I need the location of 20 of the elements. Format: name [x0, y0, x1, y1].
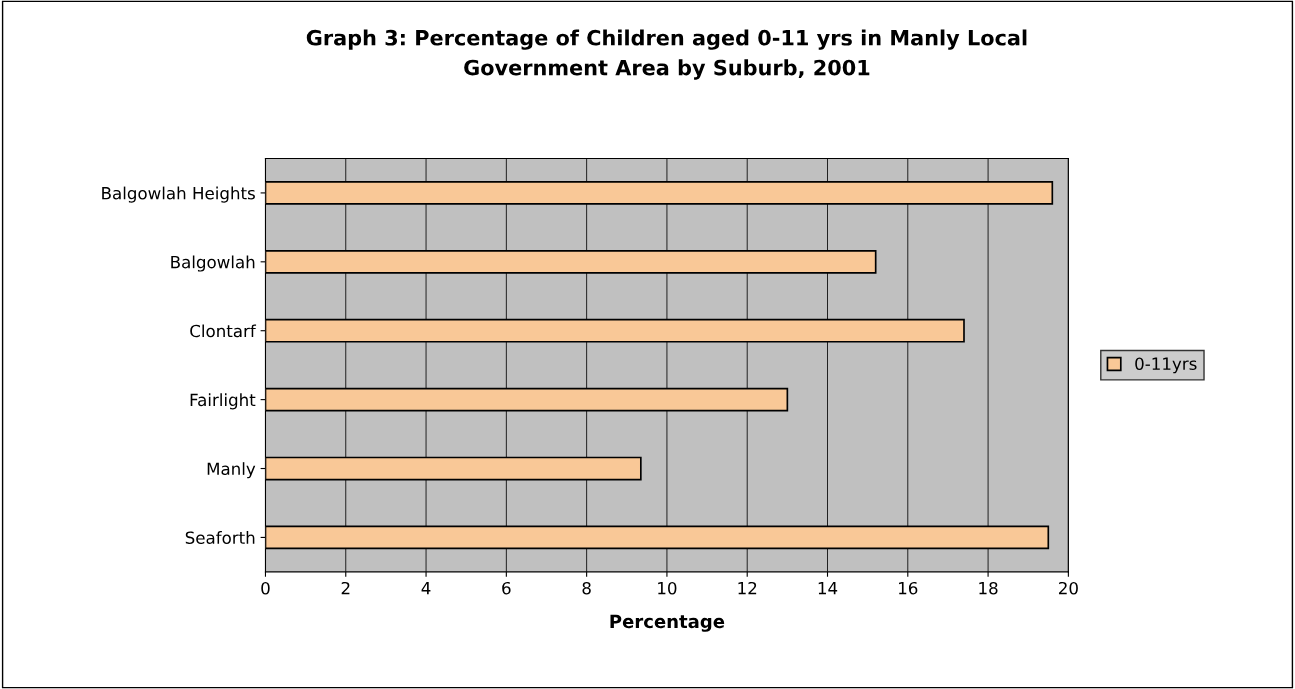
x-tick-label: 20 — [1058, 581, 1078, 595]
legend-label: 0-11yrs — [1135, 357, 1197, 374]
x-axis-title: Percentage — [610, 614, 725, 632]
x-tick-label: 6 — [502, 581, 511, 595]
y-tick-label: Balgowlah Heights — [102, 186, 255, 203]
x-tick-label: 18 — [979, 581, 998, 595]
x-tick-label: 12 — [738, 581, 757, 595]
y-tick-label: Fairlight — [190, 393, 256, 410]
x-tick-label: 4 — [421, 582, 431, 595]
x-tick-label: 0 — [261, 581, 270, 595]
x-tick-label: 8 — [582, 581, 591, 595]
y-tick-label: Clontarf — [190, 324, 257, 338]
x-tick-label: 16 — [899, 581, 918, 595]
x-tick-label: 10 — [658, 581, 677, 595]
x-tick-label: 14 — [818, 582, 838, 595]
x-tick-label: 2 — [341, 581, 350, 595]
chart-title: Graph 3: Percentage of Children aged 0-11 yrs in Manly Local Government Area by Suburb, 2001 — [306, 29, 1027, 80]
y-tick-label: Seaforth — [185, 531, 255, 544]
y-tick-label: Manly — [207, 462, 256, 479]
y-tick-label: Balgowlah — [171, 255, 255, 272]
